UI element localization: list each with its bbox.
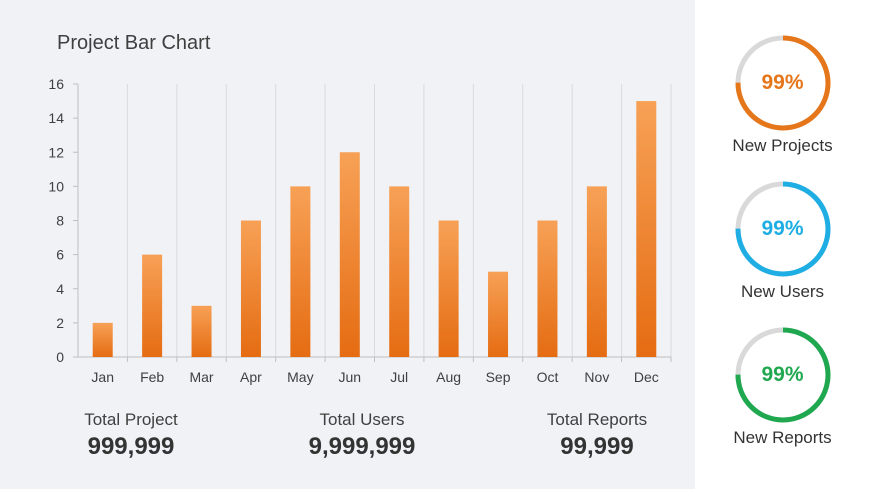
y-tick-label: 10	[48, 178, 64, 194]
total-reports-stat: Total Reports 99,999	[497, 410, 697, 461]
x-tick-label: Nov	[584, 369, 609, 385]
kpi-new-reports: 99% New Reports	[695, 326, 870, 448]
x-tick-label: Sep	[486, 369, 511, 385]
new-users-label: New Users	[740, 282, 825, 301]
y-tick-label: 14	[48, 110, 64, 126]
bar-jan	[92, 322, 113, 357]
x-tick-label: Apr	[240, 369, 262, 385]
bar-oct	[537, 220, 558, 357]
x-tick-label: Dec	[634, 369, 659, 385]
new-projects-percent: 99%	[761, 71, 804, 94]
kpi-panel: 99% New Projects 99% New Users 99% New R…	[695, 0, 870, 489]
new-projects-ring: 99%	[734, 34, 832, 132]
kpi-new-projects: 99% New Projects	[695, 34, 870, 156]
new-reports-ring: 99%	[734, 326, 832, 424]
chart-title: Project Bar Chart	[57, 32, 211, 54]
bar-sep	[488, 271, 509, 357]
bar-chart: 0 2 4 6 8 10 12 14 16 Jan Feb Mar Apr May Jun Jul Aug Sep…	[48, 76, 672, 385]
x-tick-label: Oct	[537, 369, 559, 385]
total-project-value: 999,999	[87, 433, 175, 460]
total-users-value: 9,999,999	[308, 433, 416, 460]
bar-jul	[389, 186, 410, 357]
new-reports-label: New Reports	[733, 428, 832, 447]
bar-jun	[339, 152, 360, 357]
total-project-label: Total Project	[84, 410, 178, 429]
x-tick-label: Feb	[140, 369, 164, 385]
bar-apr	[240, 220, 261, 357]
total-users-label: Total Users	[319, 410, 405, 429]
bar-feb	[142, 254, 163, 357]
new-users-ring: 99%	[734, 180, 832, 278]
x-tick-label: Jan	[91, 369, 114, 385]
y-tick-label: 2	[56, 315, 64, 331]
chart-panel: Project Bar Chart 0 2 4 6 8 10 12 14 16 Jan Feb Mar…	[0, 0, 695, 489]
kpi-new-users: 99% New Users	[695, 180, 870, 302]
new-users-ring-gauge	[735, 181, 830, 277]
total-reports-value: 99,999	[560, 433, 634, 460]
y-tick-label: 8	[56, 213, 64, 229]
total-users-stat: Total Users 9,999,999	[262, 410, 462, 461]
y-tick-label: 12	[48, 144, 64, 160]
bar-dec	[636, 101, 657, 357]
x-tick-label: Jul	[390, 369, 408, 385]
ring-progress-arc	[735, 181, 830, 277]
x-tick-label: Aug	[436, 369, 461, 385]
x-tick-label: Mar	[189, 369, 213, 385]
new-projects-ring-gauge	[735, 35, 830, 131]
ring-progress-arc	[735, 327, 830, 423]
ring-progress-arc	[735, 35, 830, 131]
y-tick-label: 4	[56, 281, 64, 297]
new-projects-label: New Projects	[732, 136, 833, 155]
y-tick-label: 16	[48, 76, 64, 92]
new-reports-ring-gauge	[735, 327, 830, 423]
total-project-stat: Total Project 999,999	[31, 410, 231, 461]
x-tick-label: May	[287, 369, 313, 385]
new-reports-percent: 99%	[761, 363, 804, 386]
bar-nov	[586, 186, 607, 357]
bar-aug	[438, 220, 459, 357]
new-users-percent: 99%	[761, 217, 804, 240]
total-reports-label: Total Reports	[546, 410, 648, 429]
y-tick-label: 0	[56, 349, 64, 365]
y-tick-label: 6	[56, 247, 64, 263]
bar-may	[290, 186, 311, 357]
x-tick-label: Jun	[339, 369, 362, 385]
bar-mar	[191, 305, 212, 357]
